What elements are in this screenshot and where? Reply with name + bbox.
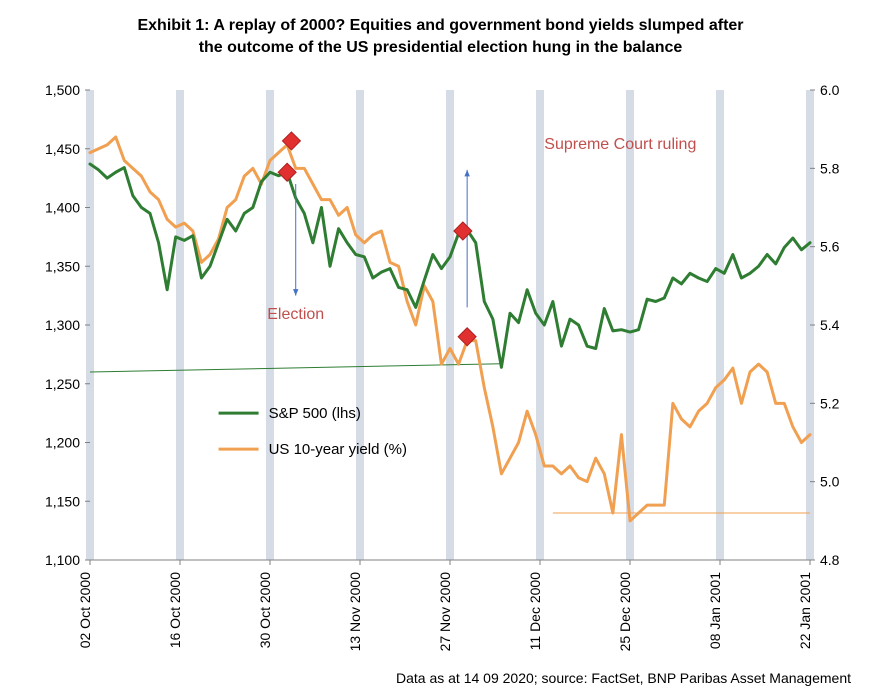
- y-right-tick: 5.8: [820, 160, 840, 176]
- x-tick-label: 16 Oct 2000: [167, 572, 183, 648]
- y-left-tick: 1,500: [45, 82, 80, 98]
- chart-title-line1: Exhibit 1: A replay of 2000? Equities an…: [137, 17, 743, 34]
- source-text: Data as at 14 09 2020; source: FactSet, …: [396, 670, 851, 686]
- y-left-tick: 1,150: [45, 493, 80, 509]
- x-tick-label: 02 Oct 2000: [77, 572, 93, 648]
- y-left-tick: 1,200: [45, 435, 80, 451]
- legend-label-yield: US 10-year yield (%): [269, 441, 407, 458]
- annotation-election-label: Election: [267, 306, 324, 323]
- y-right-tick: 6.0: [820, 82, 840, 98]
- legend-label-sp500: S&P 500 (lhs): [269, 405, 361, 422]
- y-right-tick: 4.8: [820, 552, 840, 568]
- y-left-tick: 1,400: [45, 200, 80, 216]
- x-tick-label: 08 Jan 2001: [707, 572, 723, 649]
- chart-container: Exhibit 1: A replay of 2000? Equities an…: [0, 0, 881, 695]
- y-right-tick: 5.4: [820, 317, 840, 333]
- x-tick-label: 11 Dec 2000: [527, 572, 543, 651]
- annotation-arrowhead: [293, 289, 298, 295]
- y-right-tick: 5.6: [820, 239, 840, 255]
- y-left-tick: 1,450: [45, 141, 80, 157]
- x-tick-label: 22 Jan 2001: [797, 572, 813, 649]
- y-right-tick: 5.0: [820, 474, 840, 490]
- x-tick-label: 25 Dec 2000: [617, 572, 633, 652]
- trend-line: [90, 364, 501, 372]
- chart-svg: Exhibit 1: A replay of 2000? Equities an…: [0, 0, 881, 695]
- chart-title-line2: the outcome of the US presidential elect…: [199, 39, 683, 56]
- y-left-tick: 1,300: [45, 317, 80, 333]
- y-left-tick: 1,350: [45, 258, 80, 274]
- y-left-tick: 1,100: [45, 552, 80, 568]
- event-marker: [458, 328, 476, 346]
- y-right-tick: 5.2: [820, 395, 840, 411]
- y-left-tick: 1,250: [45, 376, 80, 392]
- x-tick-label: 30 Oct 2000: [257, 572, 273, 648]
- annotation-supreme-label: Supreme Court ruling: [544, 136, 696, 153]
- x-tick-label: 27 Nov 2000: [437, 572, 453, 652]
- annotation-arrowhead: [464, 170, 469, 176]
- x-tick-label: 13 Nov 2000: [347, 572, 363, 652]
